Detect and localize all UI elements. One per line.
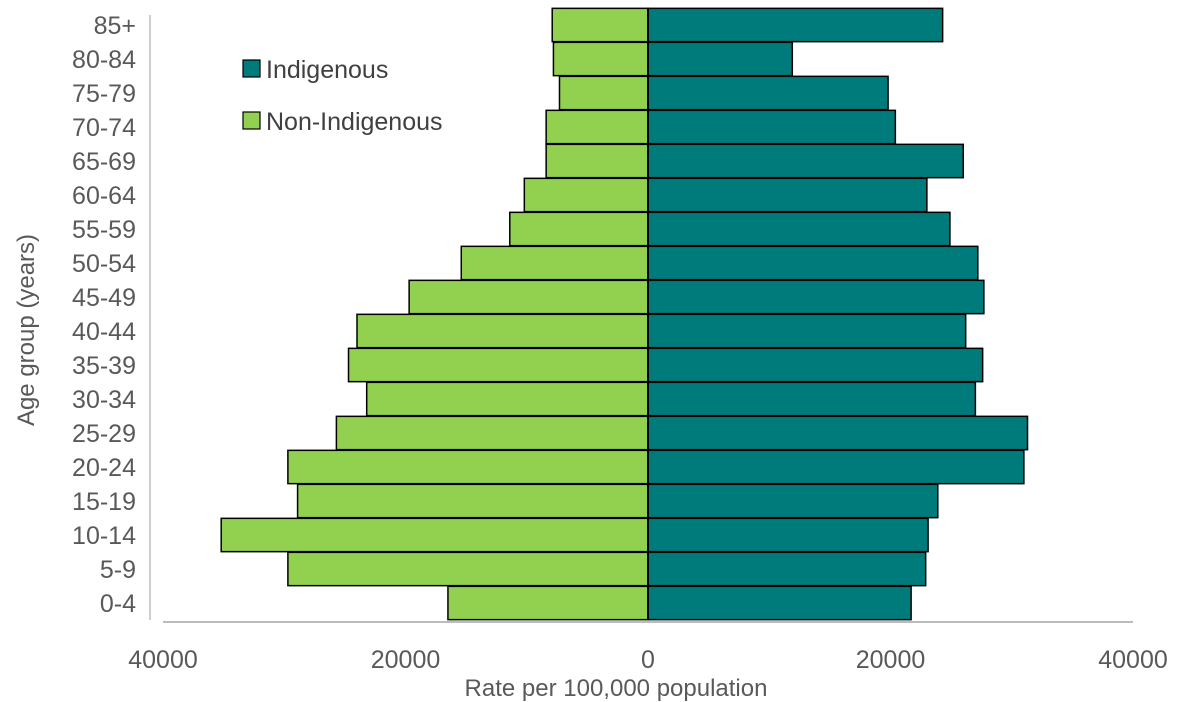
x-tick-label: 20000 [856, 646, 926, 674]
bar-non-indigenous-40-44 [356, 313, 649, 349]
x-tick-label: 40000 [1098, 646, 1168, 674]
bar-non-indigenous-35-39 [347, 347, 649, 383]
y-tick-label: 35-39 [72, 352, 136, 380]
y-tick-label: 85+ [94, 12, 136, 40]
bar-indigenous-65-69 [647, 143, 964, 179]
legend-label-indigenous: Indigenous [266, 56, 388, 84]
y-tick-label: 50-54 [72, 250, 136, 278]
x-tick-label: 0 [641, 646, 655, 674]
bar-indigenous-70-74 [647, 109, 897, 145]
bar-indigenous-0-4 [647, 585, 912, 621]
y-tick-label: 5-9 [100, 556, 136, 584]
legend-swatch-non-indigenous [242, 111, 261, 130]
legend-label-non-indigenous: Non-Indigenous [266, 108, 443, 136]
bar-indigenous-10-14 [647, 517, 929, 553]
bar-indigenous-80-84 [647, 41, 794, 77]
y-tick-label: 55-59 [72, 216, 136, 244]
bar-non-indigenous-50-54 [460, 245, 649, 281]
bar-non-indigenous-30-34 [365, 381, 649, 417]
labels-layer: 0-4 5-9 10-14 15-19 20-24 25-29 30-34 35-39 40-4… [72, 12, 1168, 674]
legend-swatch-indigenous [242, 59, 261, 78]
bar-non-indigenous-25-29 [335, 415, 649, 451]
y-tick-label: 80-84 [72, 46, 136, 74]
y-tick-label: 45-49 [72, 284, 136, 312]
bar-non-indigenous-55-59 [509, 211, 649, 247]
bar-non-indigenous-60-64 [523, 177, 649, 213]
legend-item-indigenous: Indigenous [242, 56, 388, 84]
bar-non-indigenous-10-14 [220, 517, 649, 553]
bar-non-indigenous-65-69 [545, 143, 649, 179]
bar-non-indigenous-70-74 [545, 109, 649, 145]
bar-indigenous-40-44 [647, 313, 967, 349]
y-tick-label: 40-44 [72, 318, 136, 346]
y-tick-label: 75-79 [72, 80, 136, 108]
y-tick-label: 0-4 [100, 590, 136, 618]
bar-indigenous-5-9 [647, 551, 927, 587]
bar-indigenous-75-79 [647, 75, 889, 111]
bar-indigenous-35-39 [647, 347, 984, 383]
y-tick-label: 10-14 [72, 522, 136, 550]
y-tick-label: 25-29 [72, 420, 136, 448]
axes-layer [149, 8, 1133, 623]
bar-indigenous-85plus [647, 7, 944, 43]
y-tick-label: 70-74 [72, 114, 136, 142]
bar-non-indigenous-20-24 [287, 449, 649, 485]
bar-indigenous-30-34 [647, 381, 977, 417]
y-axis-title: Age group (years) [13, 234, 40, 426]
y-tick-label: 65-69 [72, 148, 136, 176]
bar-indigenous-45-49 [647, 279, 985, 315]
bar-non-indigenous-85plus [551, 7, 649, 43]
bar-indigenous-50-54 [647, 245, 979, 281]
x-tick-label: 20000 [371, 646, 441, 674]
bar-indigenous-15-19 [647, 483, 939, 519]
bar-non-indigenous-80-84 [552, 41, 649, 77]
legend: Indigenous Non-Indigenous [242, 56, 443, 136]
bar-non-indigenous-5-9 [287, 551, 649, 587]
y-tick-label: 30-34 [72, 386, 136, 414]
x-axis-title: Rate per 100,000 population [465, 675, 768, 702]
bar-indigenous-25-29 [647, 415, 1029, 451]
bar-non-indigenous-45-49 [408, 279, 649, 315]
bar-non-indigenous-0-4 [447, 585, 649, 621]
x-tick-label: 40000 [128, 646, 198, 674]
y-tick-label: 20-24 [72, 454, 136, 482]
y-tick-label: 15-19 [72, 488, 136, 516]
bars-layer [220, 7, 1029, 621]
legend-item-non-indigenous: Non-Indigenous [242, 108, 443, 136]
bar-indigenous-20-24 [647, 449, 1025, 485]
bar-indigenous-55-59 [647, 211, 951, 247]
bar-non-indigenous-75-79 [558, 75, 649, 111]
bar-indigenous-60-64 [647, 177, 928, 213]
bar-non-indigenous-15-19 [296, 483, 649, 519]
y-tick-label: 60-64 [72, 182, 136, 210]
